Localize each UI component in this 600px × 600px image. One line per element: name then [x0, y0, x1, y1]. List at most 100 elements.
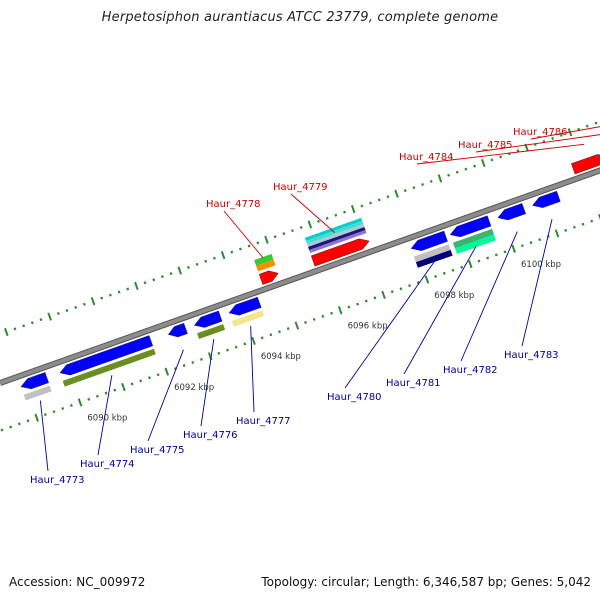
- upper-ruler-minor-tick: [386, 195, 390, 199]
- lower-ruler-major-tick: [121, 382, 126, 392]
- gene-feature-band: [256, 259, 276, 272]
- genome-backbone-shadow: [0, 167, 600, 386]
- gene-feature-band: [455, 234, 496, 254]
- gene-locus-label: Haur_4785: [458, 140, 513, 151]
- upper-ruler-major-tick: [394, 189, 399, 198]
- upper-ruler-minor-tick: [186, 265, 190, 269]
- upper-ruler-minor-tick: [377, 198, 381, 202]
- gene-feature-band: [197, 324, 226, 339]
- lower-ruler-minor-tick: [286, 327, 290, 331]
- lower-ruler-minor-tick: [182, 364, 186, 368]
- upper-ruler-minor-tick: [160, 275, 164, 279]
- lower-ruler-minor-tick: [590, 219, 594, 223]
- lower-ruler-minor-tick: [61, 407, 65, 411]
- lower-ruler-minor-tick: [69, 403, 73, 407]
- lower-ruler-minor-tick: [278, 330, 281, 334]
- gene-cds-arrow: [20, 372, 49, 390]
- gene-haur-4777: [228, 296, 265, 327]
- upper-ruler-major-tick: [480, 158, 486, 168]
- scale-tick-label: 6090 kbp: [87, 414, 127, 424]
- lower-ruler-minor-tick: [494, 253, 498, 257]
- lower-ruler-minor-tick: [148, 376, 151, 380]
- scale-tick-label: 6098 kbp: [434, 291, 474, 301]
- gene-leader-line: [416, 143, 585, 165]
- gene-leader-line: [290, 193, 335, 233]
- lower-ruler-minor-tick: [260, 336, 264, 340]
- upper-ruler-minor-tick: [360, 204, 364, 208]
- lower-ruler-minor-tick: [581, 222, 585, 226]
- lower-ruler-minor-tick: [486, 256, 490, 260]
- upper-ruler-minor-tick: [585, 124, 589, 128]
- lower-ruler-minor-tick: [304, 321, 307, 325]
- lower-ruler-minor-tick: [451, 268, 455, 272]
- lower-ruler-minor-tick: [520, 244, 524, 248]
- upper-ruler-major-tick: [220, 251, 226, 260]
- upper-ruler-minor-tick: [403, 189, 407, 193]
- genome-summary-text: Topology: circular; Length: 6,346,587 bp…: [261, 575, 591, 589]
- gene-feature-band: [23, 385, 52, 401]
- gene-feature-band: [231, 310, 265, 327]
- upper-ruler-minor-tick: [143, 281, 147, 285]
- lower-ruler-minor-tick: [243, 342, 247, 346]
- gene-feature-band: [304, 217, 363, 241]
- upper-ruler-minor-tick: [369, 201, 372, 205]
- gene-haur-4778: [254, 253, 279, 285]
- gene-leader-line: [460, 231, 518, 362]
- upper-ruler-major-tick: [4, 327, 9, 337]
- lower-ruler-minor-tick: [442, 271, 446, 275]
- lower-ruler-minor-tick: [43, 413, 47, 417]
- lower-ruler-major-tick: [34, 413, 39, 422]
- upper-ruler-minor-tick: [108, 293, 112, 297]
- gene-haur-4780: [410, 230, 453, 268]
- scale-tick-label: 6092 kbp: [174, 383, 214, 393]
- lower-ruler-minor-tick: [321, 314, 325, 318]
- upper-ruler-minor-tick: [282, 232, 286, 236]
- genome-backbone: [0, 168, 600, 385]
- upper-ruler-major-tick: [47, 312, 52, 321]
- upper-ruler-minor-tick: [490, 158, 494, 162]
- gene-leader-line: [403, 245, 477, 375]
- lower-ruler-major-tick: [77, 398, 83, 407]
- gene-leader-line: [250, 326, 255, 413]
- lower-ruler-minor-tick: [564, 228, 568, 232]
- gene-locus-label: Haur_4786: [513, 127, 568, 138]
- gene-locus-label: Haur_4776: [183, 430, 238, 441]
- gene-cds-arrow: [571, 154, 600, 175]
- upper-ruler-minor-tick: [239, 247, 242, 251]
- upper-ruler-minor-tick: [343, 210, 346, 214]
- lower-ruler-minor-tick: [52, 410, 56, 414]
- lower-ruler-minor-tick: [217, 351, 221, 355]
- accession-text: Accession: NC_009972: [9, 575, 146, 589]
- upper-ruler-minor-tick: [447, 173, 451, 177]
- scale-tick-label: 6096 kbp: [348, 321, 388, 331]
- gene-locus-label: Haur_4778: [206, 199, 261, 210]
- lower-ruler-minor-tick: [434, 274, 438, 278]
- upper-ruler-minor-tick: [82, 302, 86, 306]
- lower-ruler-minor-tick: [0, 428, 4, 432]
- upper-ruler-minor-tick: [291, 229, 294, 233]
- gene-cds-arrow: [497, 203, 526, 221]
- gene-haur-4775: [167, 322, 188, 338]
- upper-ruler-major-tick: [264, 235, 269, 244]
- upper-ruler-minor-tick: [74, 305, 78, 309]
- upper-ruler-minor-tick: [273, 235, 277, 239]
- gene-haur-4783: [532, 190, 561, 208]
- upper-ruler-minor-tick: [429, 179, 433, 183]
- lower-ruler-major-tick: [511, 244, 516, 253]
- gene-cds-arrow: [310, 238, 370, 267]
- lower-ruler-minor-tick: [104, 391, 108, 395]
- upper-ruler-minor-tick: [169, 272, 173, 276]
- gene-haur-4779: [304, 217, 370, 267]
- gene-leader-line: [521, 219, 553, 347]
- lower-ruler-minor-tick: [399, 287, 403, 291]
- gene-cds-arrow: [193, 310, 223, 328]
- upper-ruler-minor-tick: [126, 287, 130, 291]
- lower-ruler-minor-tick: [130, 382, 134, 386]
- upper-ruler-minor-tick: [551, 136, 555, 140]
- upper-ruler-minor-tick: [412, 186, 416, 190]
- lower-ruler-major-tick: [164, 367, 170, 376]
- gene-cds-arrow: [258, 270, 279, 285]
- gene-leader-line: [39, 400, 49, 472]
- upper-ruler-minor-tick: [230, 250, 234, 254]
